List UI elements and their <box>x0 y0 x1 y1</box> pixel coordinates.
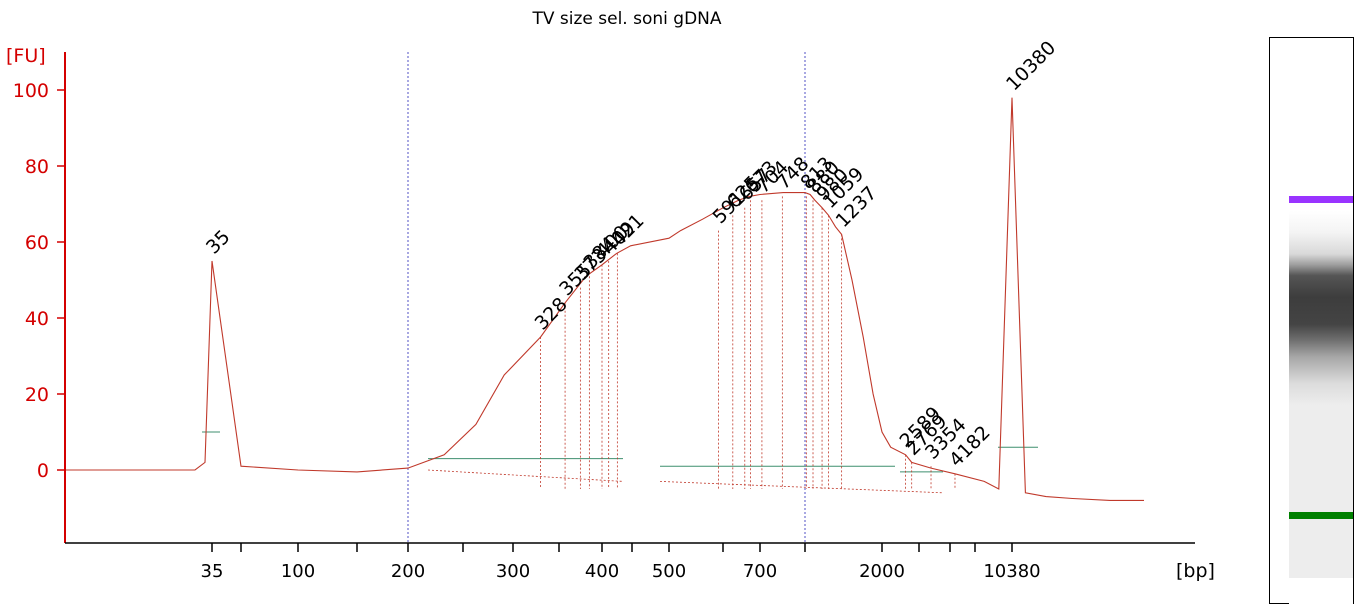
peak-label: 10380 <box>1002 37 1060 95</box>
x-tick-label: 200 <box>391 561 425 582</box>
x-tick-label: 10380 <box>983 561 1040 582</box>
peak-label: 35 <box>202 226 235 259</box>
y-tick-label: 100 <box>13 80 49 102</box>
x-axis-ticks: 35 100 200 300 400 500 700 2000 10380 <box>201 543 1041 582</box>
x-tick-label: 500 <box>652 561 686 582</box>
baseline-segments <box>202 431 1038 473</box>
y-tick-label: 0 <box>37 460 49 482</box>
y-tick-label: 40 <box>25 308 49 330</box>
upper-marker-band <box>1289 196 1353 203</box>
x-tick-label: 2000 <box>859 561 905 582</box>
gel-smear <box>1289 38 1353 578</box>
y-tick-label: 60 <box>25 232 49 254</box>
integration-floor-line <box>427 469 944 494</box>
chart-title: TV size sel. soni gDNA <box>531 9 721 29</box>
marker-lines <box>407 52 806 543</box>
lower-marker-band <box>1289 512 1353 519</box>
peak-drop-lines <box>427 196 956 494</box>
peak-label: 328 <box>531 293 572 334</box>
y-axis-unit-label: [FU] <box>6 45 46 67</box>
y-tick-label: 80 <box>25 156 49 178</box>
x-axis-unit-label: [bp] <box>1176 560 1215 582</box>
y-tick-label: 20 <box>25 384 49 406</box>
x-tick-label: 400 <box>585 561 619 582</box>
x-tick-label: 700 <box>743 561 777 582</box>
signal-trace <box>66 97 1144 501</box>
axes <box>64 52 1195 544</box>
virtual-gel-lane <box>1269 37 1354 604</box>
peak-labels: 3532835537338440040942159162565770467374… <box>202 37 1060 472</box>
x-tick-label: 100 <box>281 561 315 582</box>
electropherogram-chart: TV size sel. soni gDNA [FU] [bp] 0 20 40 60… <box>6 9 1215 582</box>
x-tick-label: 35 <box>201 561 224 582</box>
x-tick-label: 300 <box>496 561 530 582</box>
y-axis-ticks: 0 20 40 60 80 100 <box>13 80 65 482</box>
gel-lane-bottom <box>1289 578 1353 604</box>
